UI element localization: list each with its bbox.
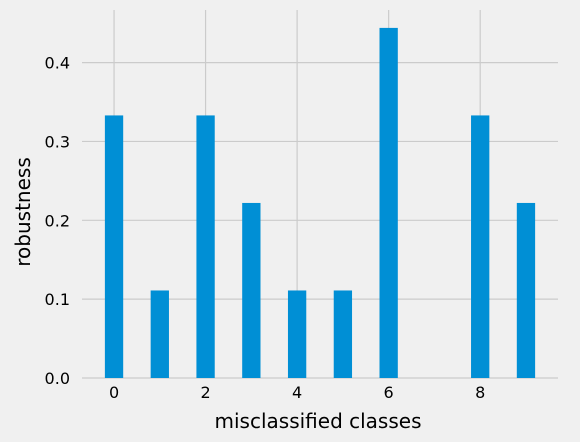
y-tick-label: 0.2 [45,211,70,230]
x-tick-label: 0 [109,383,119,402]
x-tick-label: 6 [384,383,394,402]
y-tick-label: 0.3 [45,132,70,151]
y-tick-labels: 0.0 0.1 0.2 0.3 0.4 [45,54,70,388]
x-tick-label: 4 [292,383,302,402]
bar-class-2 [196,115,215,378]
bar-class-1 [150,290,169,378]
bar-class-8 [471,115,490,378]
y-axis-label: robustness [11,157,35,266]
y-tick-label: 0.0 [45,369,70,388]
bar-class-6 [379,27,398,378]
bar-class-5 [333,290,353,378]
bar-class-0 [104,115,124,378]
bar-class-3 [242,202,261,378]
y-tick-label: 0.1 [45,290,70,309]
x-tick-label: 8 [475,383,485,402]
y-tick-label: 0.4 [45,54,70,73]
bar-class-9 [516,202,536,378]
x-tick-labels: 0 2 4 6 8 [109,383,485,402]
x-axis-label: misclassified classes [215,409,422,433]
bars [104,27,536,378]
bar-class-4 [287,290,307,378]
x-tick-label: 2 [200,383,210,402]
